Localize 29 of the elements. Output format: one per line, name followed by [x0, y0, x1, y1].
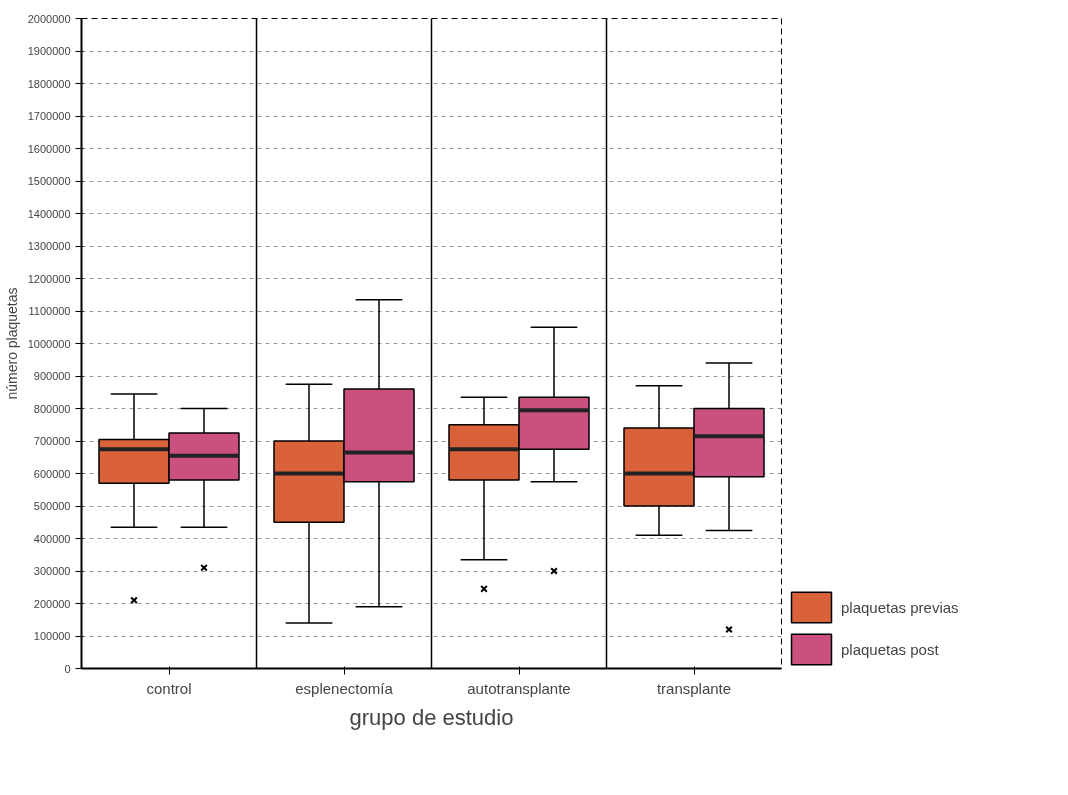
y-tick-label: 600000	[33, 467, 71, 480]
y-tick-label: 100000	[33, 630, 71, 642]
x-tick-label: transplante	[656, 679, 732, 697]
y-tick-label: 2000000	[27, 12, 71, 25]
x-axis-title: grupo de estudio	[349, 704, 514, 730]
y-tick-label: 1200000	[27, 272, 71, 285]
y-tick-label: 1000000	[27, 337, 71, 350]
y-tick-label: 1300000	[27, 240, 71, 252]
y-tick-label: 500000	[33, 500, 71, 512]
x-tick-label: control	[146, 679, 192, 697]
y-tick-label: 1900000	[27, 45, 71, 57]
y-tick-label: 0	[64, 662, 71, 675]
y-tick-label: 700000	[33, 435, 71, 447]
x-tick-label: autotransplante	[467, 679, 571, 697]
y-tick-label: 200000	[33, 597, 71, 610]
y-tick-label: 1800000	[27, 77, 71, 90]
y-tick-label: 900000	[33, 370, 71, 382]
legend-label: plaquetas previas	[841, 598, 959, 616]
y-axis-title: número plaquetas	[3, 287, 20, 400]
y-tick-label: 400000	[33, 532, 71, 545]
y-tick-label: 1100000	[28, 305, 71, 317]
y-tick-label: 300000	[33, 565, 71, 577]
x-tick-label: esplenectomía	[295, 679, 394, 697]
y-tick-label: 1400000	[27, 207, 71, 220]
y-tick-label: 1700000	[27, 110, 71, 122]
y-tick-label: 800000	[33, 402, 71, 415]
y-tick-label: 1500000	[27, 175, 71, 187]
y-tick-label: 1600000	[27, 142, 71, 155]
legend-label: plaquetas post	[841, 640, 939, 658]
